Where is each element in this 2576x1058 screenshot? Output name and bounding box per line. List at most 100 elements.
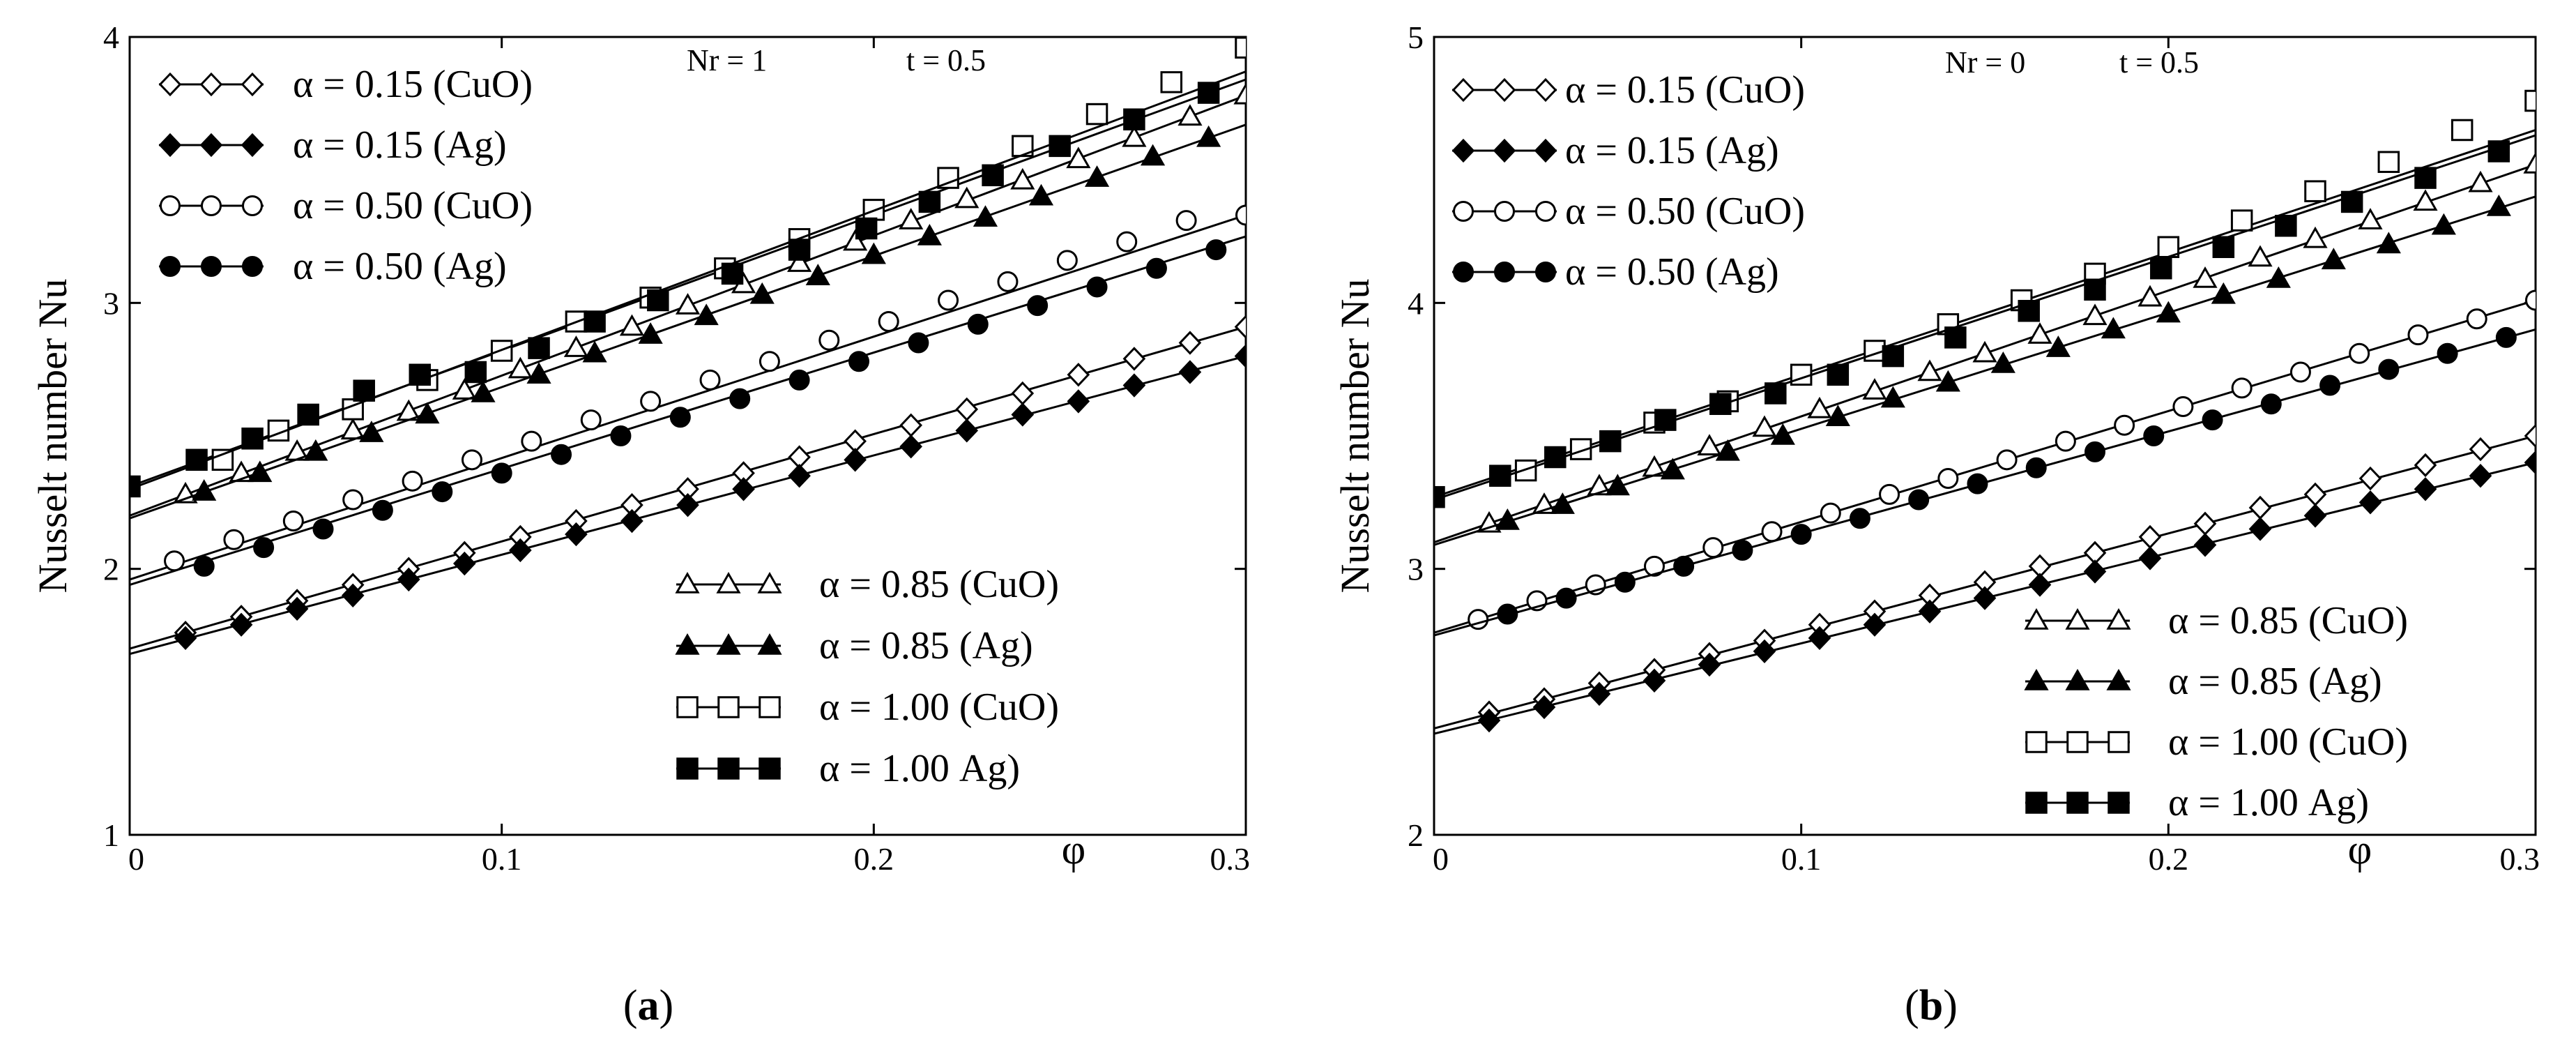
data-point-triangle — [2082, 303, 2108, 326]
data-point-square — [1049, 135, 1071, 158]
data-point-circle — [1673, 555, 1695, 577]
data-point-circle — [551, 444, 572, 465]
data-point-triangle — [340, 418, 365, 440]
data-point-circle — [1879, 483, 1900, 505]
data-point-triangle — [2413, 189, 2438, 211]
annotation-nr: Nr = 1 — [687, 43, 767, 77]
data-point-circle — [997, 271, 1019, 292]
data-point-square — [2487, 140, 2510, 163]
data-point-circle — [2143, 425, 2165, 446]
data-point-circle — [2289, 361, 2311, 383]
legend-marker-triangle — [2065, 607, 2090, 630]
data-point-circle — [193, 555, 215, 577]
data-point-circle — [1175, 210, 1197, 232]
data-point-square — [584, 310, 606, 333]
legend-marker-square — [759, 757, 781, 780]
data-point-circle — [2407, 324, 2429, 346]
data-point-square — [1197, 82, 1220, 104]
data-point-square — [1160, 71, 1183, 93]
data-point-circle — [1702, 537, 1724, 559]
data-point-square — [2150, 257, 2172, 280]
data-point-triangle — [2156, 301, 2181, 323]
data-point-square — [2212, 236, 2235, 259]
y-tick-label: 4 — [103, 20, 119, 55]
x-axis-title: φ — [1062, 826, 1086, 872]
data-point-circle — [2437, 342, 2458, 364]
data-point-square — [2377, 151, 2400, 173]
data-point-square — [1765, 382, 1787, 405]
legend-marker-triangle — [716, 571, 741, 594]
data-point-square — [2084, 278, 2106, 301]
data-point-diamond — [2248, 495, 2272, 520]
data-point-triangle — [1605, 474, 1630, 496]
chart-panel-a: 0 0.1 0.2 0.3 1 2 3 4 Nusselt number Nu φ Nr = 1 t … — [30, 20, 1250, 1029]
data-point-circle — [223, 529, 245, 550]
legend-entry: α = 0.85 (CuO) — [2024, 599, 2408, 642]
data-point-circle — [2378, 358, 2400, 380]
data-point-square — [211, 448, 234, 471]
data-point-circle — [491, 462, 512, 484]
data-point-triangle — [1935, 370, 1960, 392]
data-point-square — [1827, 363, 1850, 386]
data-point-triangle — [2101, 317, 2126, 339]
data-point-diamond — [899, 413, 923, 437]
legend-label: α = 0.85 (CuO) — [819, 563, 1059, 606]
data-point-circle — [2349, 342, 2370, 364]
legend-label: α = 0.15 (Ag) — [293, 123, 507, 167]
data-point-circle — [729, 388, 751, 409]
legend-marker-triangle — [2024, 668, 2049, 690]
data-point-circle — [1555, 587, 1577, 609]
data-point-triangle — [2376, 232, 2401, 254]
data-point-diamond — [1863, 612, 1887, 637]
legend-entry: α = 0.50 (CuO) — [159, 184, 533, 227]
data-point-triangle — [2137, 285, 2163, 307]
y-tick-label: 3 — [1408, 552, 1424, 587]
data-point-square — [1085, 103, 1108, 126]
data-point-circle — [1937, 468, 1959, 490]
legend-marker-triangle — [2106, 668, 2131, 690]
panel-caption: (a) — [623, 982, 673, 1029]
data-point-circle — [640, 391, 662, 412]
data-point-diamond — [1011, 381, 1035, 406]
data-point-triangle — [2431, 213, 2456, 235]
data-point-triangle — [359, 421, 384, 442]
data-point-circle — [2466, 308, 2487, 330]
panel-caption: (b) — [1905, 982, 1958, 1029]
data-point-triangle — [2321, 248, 2346, 270]
data-point-circle — [759, 351, 780, 372]
data-point-circle — [580, 409, 602, 431]
series-3 — [130, 235, 1246, 586]
data-point-triangle — [1697, 434, 1722, 456]
legend-marker-triangle — [2024, 607, 2049, 630]
data-point-square — [130, 475, 141, 498]
x-tick-label: 0.1 — [1781, 841, 1822, 877]
legend-marker-diamond — [241, 72, 264, 97]
data-point-diamond — [1178, 331, 1202, 355]
data-point-circle — [2525, 289, 2536, 311]
legend-entry: α = 0.50 (Ag) — [1452, 250, 1779, 294]
data-point-triangle — [1178, 104, 1203, 126]
data-point-circle — [253, 537, 275, 559]
data-point-diamond — [1753, 639, 1776, 664]
data-point-triangle — [1862, 378, 1887, 400]
data-point-triangle — [2193, 266, 2218, 288]
data-point-diamond — [2138, 546, 2162, 570]
data-point-circle — [610, 425, 632, 446]
data-point-square — [1434, 485, 1445, 508]
caption-paren-close: ) — [660, 982, 674, 1029]
legend-marker-circle — [1494, 262, 1515, 282]
data-point-diamond — [1587, 681, 1611, 706]
caption-paren-open: ( — [1905, 982, 1919, 1029]
data-point-circle — [1790, 524, 1812, 545]
legend-marker-diamond — [158, 133, 182, 158]
data-point-circle — [848, 351, 869, 372]
data-point-diamond — [1477, 708, 1501, 733]
data-point-circle — [1967, 473, 1988, 494]
data-point-triangle — [1972, 340, 1997, 363]
legend-marker-circle — [242, 256, 263, 277]
data-point-diamond — [676, 492, 699, 517]
series-1 — [1434, 450, 2536, 735]
data-point-square — [721, 262, 744, 285]
legend-marker-circle — [201, 195, 222, 216]
series-5 — [1434, 195, 2536, 546]
